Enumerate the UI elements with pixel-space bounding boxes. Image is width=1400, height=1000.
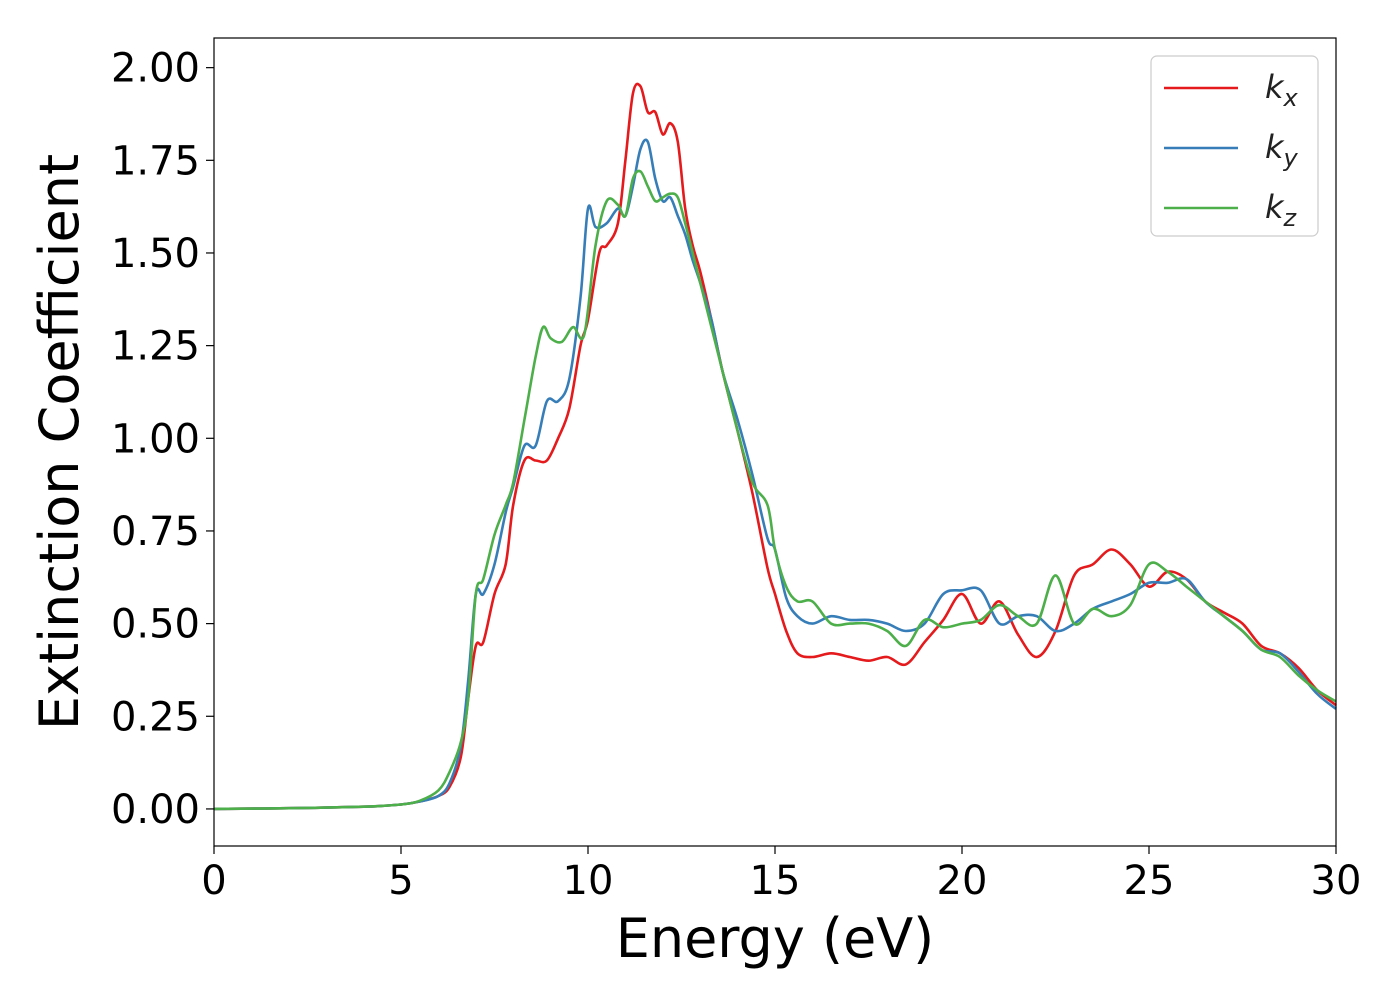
x-tick-label: 0 <box>201 858 226 904</box>
series-line-y <box>213 138 1337 811</box>
series-line-z <box>213 169 1337 811</box>
legend-label-y: ky <box>1265 128 1299 172</box>
legend-label-x: kx <box>1265 68 1299 112</box>
series-layer <box>213 82 1337 811</box>
x-tick-label: 10 <box>563 858 614 904</box>
y-tick-label: 1.50 <box>111 231 200 277</box>
x-tick-label: 30 <box>1311 858 1362 904</box>
y-tick-label: 0.00 <box>111 787 200 833</box>
y-tick-label: 0.25 <box>111 694 200 740</box>
x-axis-title: Energy (eV) <box>616 907 935 970</box>
y-tick-label: 0.75 <box>111 509 200 555</box>
x-tick-label: 15 <box>750 858 801 904</box>
x-tick-label: 20 <box>937 858 988 904</box>
y-axis-title: Extinction Coefficient <box>28 154 91 730</box>
y-axis: 0.00 0.25 0.50 0.75 1.00 1.25 1.50 1.75 2.00 <box>111 46 214 833</box>
y-tick-label: 0.50 <box>111 602 200 648</box>
x-tick-label: 25 <box>1124 858 1175 904</box>
y-tick-label: 2.00 <box>111 46 200 92</box>
x-tick-label: 5 <box>388 858 413 904</box>
y-tick-label: 1.75 <box>111 138 200 184</box>
x-axis: 0 5 10 15 20 25 30 <box>201 846 1361 904</box>
legend: kx ky kz <box>1150 55 1319 237</box>
legend-label-z: kz <box>1265 188 1298 232</box>
legend-box <box>1150 55 1319 237</box>
y-tick-label: 1.00 <box>111 416 200 462</box>
y-tick-label: 1.25 <box>111 324 200 370</box>
